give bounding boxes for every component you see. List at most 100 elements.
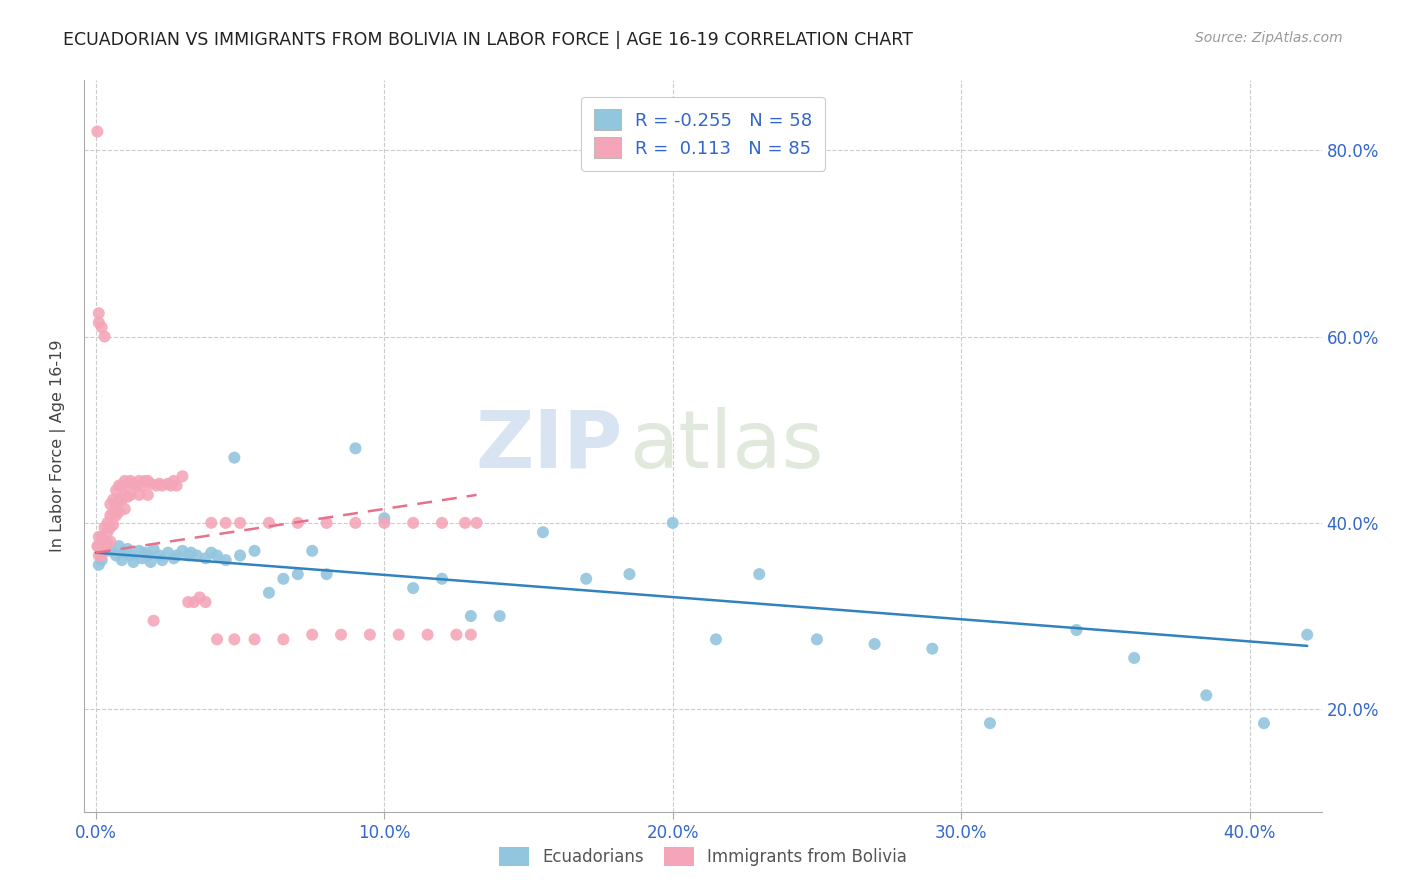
Point <box>177 549 200 563</box>
Point <box>224 632 246 647</box>
Point <box>90 549 112 563</box>
Point <box>1195 688 1218 702</box>
Point <box>114 502 136 516</box>
Point <box>120 549 142 563</box>
Point <box>122 476 145 491</box>
Point <box>120 488 142 502</box>
Point <box>114 474 136 488</box>
Point <box>194 551 217 566</box>
Point <box>134 546 156 560</box>
Point <box>172 469 194 483</box>
Point <box>136 488 159 502</box>
Point <box>531 525 554 540</box>
Point <box>1253 716 1275 731</box>
Text: ZIP: ZIP <box>475 407 623 485</box>
Y-axis label: In Labor Force | Age 16-19: In Labor Force | Age 16-19 <box>49 340 66 552</box>
Point <box>148 476 170 491</box>
Point <box>128 488 150 502</box>
Point <box>243 632 266 647</box>
Point <box>243 544 266 558</box>
Point <box>93 534 115 549</box>
Point <box>103 492 125 507</box>
Point <box>373 516 395 530</box>
Point <box>921 641 943 656</box>
Point <box>330 628 353 642</box>
Point <box>142 614 165 628</box>
Point <box>103 517 125 532</box>
Point <box>430 516 453 530</box>
Point <box>979 716 1001 731</box>
Point <box>150 478 173 492</box>
Point <box>128 544 150 558</box>
Text: atlas: atlas <box>628 407 823 485</box>
Point <box>128 474 150 488</box>
Point <box>87 549 110 563</box>
Point <box>273 632 295 647</box>
Point <box>114 488 136 502</box>
Point <box>1123 651 1146 665</box>
Point <box>117 476 139 491</box>
Point <box>619 567 641 582</box>
Point <box>122 555 145 569</box>
Point <box>748 567 770 582</box>
Point <box>315 516 337 530</box>
Point <box>430 572 453 586</box>
Text: ECUADORIAN VS IMMIGRANTS FROM BOLIVIA IN LABOR FORCE | AGE 16-19 CORRELATION CHA: ECUADORIAN VS IMMIGRANTS FROM BOLIVIA IN… <box>63 31 912 49</box>
Point <box>156 476 179 491</box>
Point <box>186 549 208 563</box>
Point <box>344 516 367 530</box>
Point <box>704 632 727 647</box>
Point <box>93 520 115 534</box>
Point <box>215 516 238 530</box>
Point <box>205 549 228 563</box>
Point <box>117 541 139 556</box>
Point <box>388 628 411 642</box>
Point <box>117 490 139 504</box>
Point <box>446 628 468 642</box>
Point <box>105 497 128 511</box>
Point <box>273 572 295 586</box>
Point <box>257 586 280 600</box>
Point <box>287 516 309 530</box>
Point <box>120 474 142 488</box>
Point <box>402 516 425 530</box>
Point <box>98 497 121 511</box>
Point <box>86 539 108 553</box>
Point <box>344 442 367 456</box>
Point <box>136 474 159 488</box>
Point <box>87 558 110 572</box>
Point <box>108 539 131 553</box>
Point <box>108 492 131 507</box>
Point <box>188 591 211 605</box>
Point <box>93 329 115 343</box>
Point <box>96 525 118 540</box>
Point <box>111 478 134 492</box>
Point <box>90 320 112 334</box>
Point <box>373 511 395 525</box>
Point <box>103 505 125 519</box>
Point <box>131 478 153 492</box>
Point <box>460 628 482 642</box>
Point <box>105 508 128 523</box>
Point <box>229 549 252 563</box>
Point <box>90 530 112 544</box>
Point <box>105 549 128 563</box>
Point <box>806 632 828 647</box>
Point <box>139 555 162 569</box>
Point <box>98 544 121 558</box>
Point <box>180 546 202 560</box>
Point <box>402 581 425 595</box>
Point <box>150 553 173 567</box>
Point <box>114 546 136 560</box>
Point <box>142 541 165 556</box>
Legend: R = -0.255   N = 58, R =  0.113   N = 85: R = -0.255 N = 58, R = 0.113 N = 85 <box>581 96 825 171</box>
Point <box>108 505 131 519</box>
Point <box>111 492 134 507</box>
Point <box>200 516 222 530</box>
Point <box>96 516 118 530</box>
Point <box>139 476 162 491</box>
Point <box>136 549 159 563</box>
Point <box>224 450 246 465</box>
Point <box>90 553 112 567</box>
Point <box>131 551 153 566</box>
